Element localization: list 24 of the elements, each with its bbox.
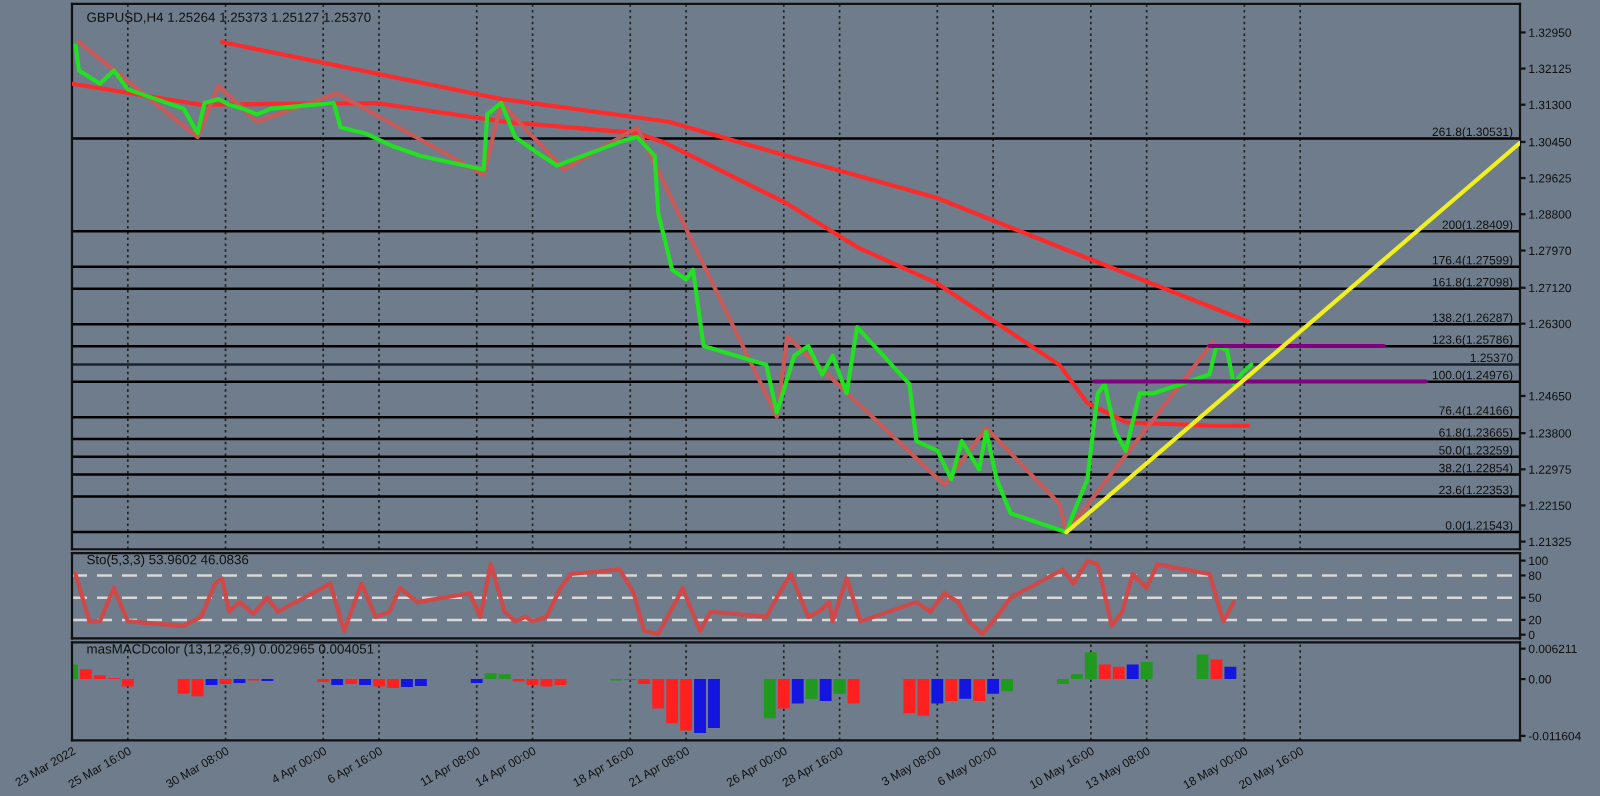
bar [1001,679,1014,692]
bar [987,679,1000,694]
bar [1126,664,1139,680]
bar [833,679,846,694]
bar [1210,659,1223,680]
bar [205,679,218,685]
line-series [219,39,1250,324]
bar [763,679,776,719]
bar [847,679,860,704]
bar [805,679,818,699]
bar [959,679,972,699]
bar [1140,661,1153,680]
bar [359,679,372,685]
bar [945,679,958,702]
bar [791,679,804,704]
line-series [72,81,1250,428]
bar [819,679,832,702]
bar [121,679,134,687]
bar [931,679,944,704]
bar [331,679,344,685]
bar [777,679,790,709]
bar [1196,654,1209,680]
bar [1224,666,1237,680]
bar [973,679,986,702]
